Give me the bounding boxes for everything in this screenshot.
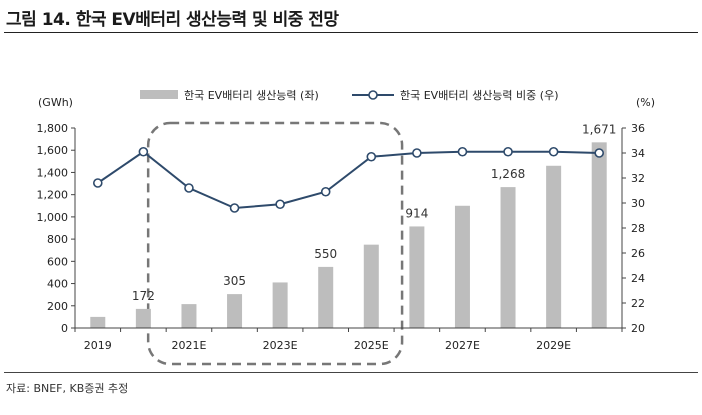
right-tick-label: 22 bbox=[631, 297, 645, 310]
left-tick-label: 0 bbox=[61, 322, 68, 335]
bar-2024E bbox=[318, 266, 334, 328]
bar-2029E bbox=[546, 165, 562, 328]
line-layer bbox=[92, 146, 605, 213]
share-point-2028E bbox=[503, 146, 513, 157]
left-axis-unit: (GWh) bbox=[38, 96, 73, 109]
share-point-2024E bbox=[320, 186, 331, 197]
labels-layer: 172 305 550 914 1,268 1,671 bbox=[132, 122, 616, 303]
bar-2026E bbox=[409, 226, 425, 328]
bar-2022E bbox=[227, 294, 243, 328]
bars-layer bbox=[90, 142, 607, 328]
left-tick-label: 200 bbox=[47, 300, 68, 313]
share-point-2021E bbox=[184, 183, 194, 193]
highlight-layer bbox=[146, 121, 404, 366]
x-tick-label: 2029E bbox=[536, 339, 571, 352]
figure-title: 그림 14. 한국 EV배터리 생산능력 및 비중 전망 bbox=[6, 10, 339, 30]
left-tick-label: 600 bbox=[47, 255, 68, 268]
bar-value-label: 1,671 bbox=[582, 122, 616, 136]
x-tick-label: 2027E bbox=[445, 339, 480, 352]
legend: 한국 EV배터리 생산능력 (좌) 한국 EV배터리 생산능력 비중 (우) bbox=[140, 89, 558, 102]
source-note: 자료: BNEF, KB증권 추정 bbox=[6, 382, 129, 395]
share-point-2026E bbox=[412, 148, 422, 158]
bar-2030E bbox=[591, 142, 607, 328]
legend-line-label: 한국 EV배터리 생산능력 비중 (우) bbox=[400, 89, 558, 102]
share-point-2027E bbox=[457, 146, 468, 157]
share-point-2023E bbox=[275, 199, 285, 210]
right-tick-label: 24 bbox=[631, 272, 645, 285]
bar-2027E bbox=[454, 205, 470, 328]
share-point-2029E bbox=[548, 146, 559, 157]
legend-bar-swatch bbox=[140, 90, 178, 99]
bar-value-label: 172 bbox=[132, 289, 155, 303]
share-point-2022E bbox=[229, 203, 240, 213]
x-tick-label: 2021E bbox=[171, 339, 206, 352]
left-tick-label: 1,600 bbox=[37, 144, 69, 157]
share-point-2030E bbox=[594, 148, 605, 158]
source-rule bbox=[4, 372, 698, 373]
right-tick-label: 30 bbox=[631, 197, 645, 210]
bar-value-label: 1,268 bbox=[491, 167, 525, 181]
right-tick-label: 26 bbox=[631, 247, 645, 260]
left-tick-label: 800 bbox=[47, 233, 68, 246]
bar-2020E bbox=[135, 308, 151, 328]
x-tick-label: 2023E bbox=[263, 339, 298, 352]
right-tick-label: 28 bbox=[631, 222, 645, 235]
bar-value-label: 305 bbox=[223, 274, 246, 288]
bar-value-label: 550 bbox=[314, 247, 337, 261]
x-tick-label: 2019 bbox=[84, 339, 112, 352]
share-point-2025E bbox=[366, 151, 377, 162]
legend-bar-label: 한국 EV배터리 생산능력 (좌) bbox=[184, 89, 319, 102]
legend-line-marker bbox=[368, 90, 378, 100]
left-tick-label: 400 bbox=[47, 278, 68, 291]
axes-layer: 0 200 400 600 800 1,000 1,200 1,400 1,600 1,800 20… bbox=[37, 96, 656, 352]
highlight-box bbox=[146, 121, 404, 366]
left-tick-label: 1,800 bbox=[37, 122, 69, 135]
right-tick-label: 20 bbox=[631, 322, 645, 335]
bar-2028E bbox=[500, 187, 516, 328]
right-axis-unit: (%) bbox=[636, 96, 655, 109]
left-tick-label: 1,200 bbox=[37, 189, 69, 202]
share-line bbox=[97, 150, 600, 210]
title-rule bbox=[4, 32, 698, 33]
share-point-2019 bbox=[92, 178, 103, 188]
left-tick-label: 1,000 bbox=[37, 211, 69, 224]
bar-2023E bbox=[272, 282, 288, 328]
chart: 0 200 400 600 800 1,000 1,200 1,400 1,600 1,800 20… bbox=[37, 89, 656, 366]
right-tick-label: 36 bbox=[631, 122, 645, 135]
bar-2021E bbox=[181, 304, 197, 328]
right-tick-label: 32 bbox=[631, 172, 645, 185]
right-tick-label: 34 bbox=[631, 147, 645, 160]
x-tick-label: 2025E bbox=[354, 339, 389, 352]
bar-2025E bbox=[363, 244, 379, 328]
bar-2019 bbox=[90, 316, 106, 328]
share-point-2020E bbox=[138, 146, 149, 157]
left-tick-label: 1,400 bbox=[37, 166, 69, 179]
bar-value-label: 914 bbox=[405, 206, 428, 220]
